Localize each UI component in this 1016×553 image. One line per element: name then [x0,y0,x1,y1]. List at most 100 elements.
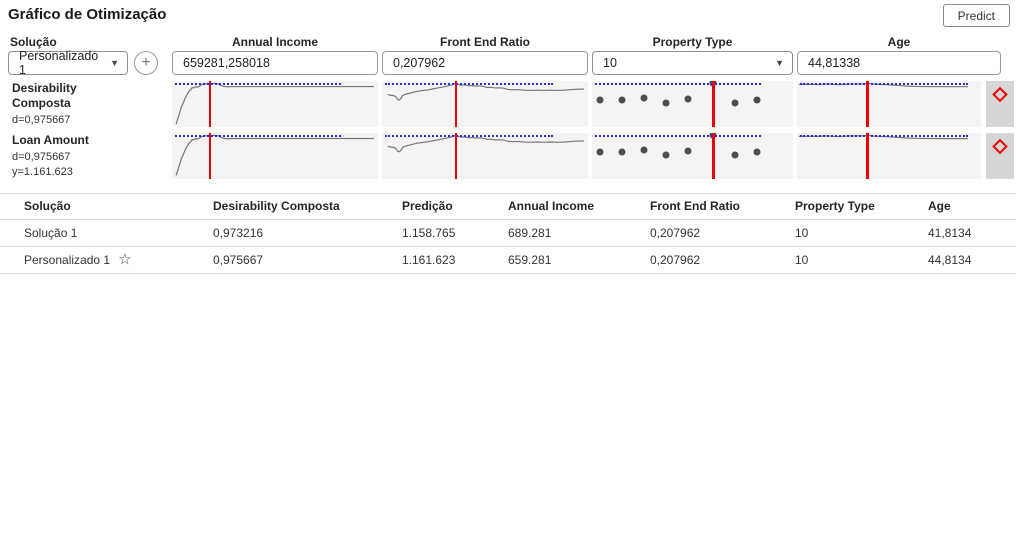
age-label: Age [887,35,911,49]
profile-chart-desirability-age[interactable] [797,81,981,128]
table-cell: 1.158.765 [402,225,456,240]
table-cell: 659.281 [508,252,552,267]
profile-chart-desirability-property-type[interactable] [592,81,793,128]
row-subtitle: y=1.161.623 [12,165,73,178]
annual-income-label: Annual Income [231,35,318,49]
table-cell: 10 [795,225,809,240]
page-title: Gráfico de Otimização [8,6,167,23]
scatter-point [640,94,648,102]
reference-dotted-line [595,83,761,86]
profile-chart-loan-amount-age[interactable] [797,133,981,179]
solution-diamond-marker[interactable] [992,86,1008,103]
row-label-loan-amount: Loan Amount d=0,975667 y=1.161.623 [8,133,168,179]
reference-dotted-line [175,135,341,138]
row-title: Loan Amount [12,133,89,148]
predict-button[interactable]: Predict [942,4,1010,27]
table-column-header: Age [928,199,951,214]
annual-income-input[interactable] [172,51,378,75]
row-title: Desirability Composta [12,81,77,110]
profile-chart-loan-amount-property-type[interactable] [592,133,793,179]
current-value-red-line[interactable] [712,81,715,128]
current-value-red-line[interactable] [208,81,212,128]
profile-curve [797,81,981,127]
table-column-header: Front End Ratio [650,199,740,214]
property-type-select-value: 10 [603,56,617,70]
scatter-point [753,148,761,156]
profile-chart-desirability-annual-income[interactable] [172,81,378,128]
current-value-red-line[interactable] [208,133,212,179]
current-value-red-line[interactable] [454,133,458,179]
scatter-point [684,95,692,103]
scatter-point [684,147,692,155]
table-column-header: Annual Income [508,199,595,214]
front-end-ratio-input[interactable] [382,51,588,75]
chevron-down-icon: ▼ [110,58,119,68]
row-label-desirability: Desirability Composta d=0,975667 [8,81,168,127]
profile-chart-loan-amount-front-end-ratio[interactable] [382,133,588,179]
reference-dotted-line [799,135,969,138]
table-header-row: Solução Desirability Composta Predição Annu… [0,192,1016,220]
row-subtitle: d=0,975667 [12,151,71,164]
age-control: Age [797,34,1014,75]
scatter-point [662,151,670,159]
scatter-point [731,99,739,107]
solution-name-cell: Solução 1 [24,226,213,240]
scatter-point [596,96,604,104]
solution-label: Solução [10,35,57,49]
reference-dotted-line [799,83,969,86]
scatter-point [753,96,761,104]
age-input[interactable] [797,51,1001,75]
profile-chart-desirability-front-end-ratio[interactable] [382,81,588,128]
table-row[interactable]: Solução 1 0,973216 1.158.765 689.281 0,20796… [0,220,1016,247]
solution-name: Personalizado 1 [24,252,111,267]
solution-select-value: Personalizado 1 [19,49,99,77]
table-column-header: Predição [402,199,453,214]
scatter-point [618,96,626,104]
scatter-point [731,151,739,159]
solution-name-cell: Personalizado 1 ☆ [24,252,213,267]
scatter-point [618,148,626,156]
reference-dotted-line [385,135,553,138]
table-cell: 44,8134 [928,252,972,267]
solution-control: Solução Personalizado 1 ▼ + [8,34,168,77]
front-end-ratio-label: Front End Ratio [440,35,530,49]
scatter-point [640,146,648,154]
profile-curve [797,133,981,179]
front-end-ratio-control: Front End Ratio [382,34,588,75]
star-icon[interactable]: ☆ [118,251,132,269]
property-type-control: Property Type 10 ▼ [592,34,793,75]
profile-chart-loan-amount-annual-income[interactable] [172,133,378,179]
current-value-red-line[interactable] [866,133,869,179]
table-cell: 0,975667 [213,252,264,267]
add-solution-button[interactable]: + [134,51,158,75]
current-value-red-line[interactable] [712,133,715,179]
table-column-header: Property Type [795,199,875,214]
solution-slider-track[interactable] [986,133,1014,179]
solutions-table: Solução Desirability Composta Predição Annu… [0,192,1016,274]
table-row[interactable]: Personalizado 1 ☆ 0,975667 1.161.623 659.281… [0,247,1016,274]
table-cell: 1.161.623 [402,252,456,267]
solution-slider-track[interactable] [986,81,1014,128]
reference-dotted-line [595,135,761,138]
profile-curve [382,133,588,179]
property-type-label: Property Type [652,35,733,49]
solution-select[interactable]: Personalizado 1 ▼ [8,49,128,77]
chevron-down-icon: ▼ [775,58,784,68]
solution-name: Solução 1 [24,225,78,240]
reference-dotted-line [385,83,553,86]
table-cell: 10 [795,252,809,267]
row-subtitle: d=0,975667 [12,114,71,126]
table-column-header: Desirability Composta [213,199,340,214]
current-value-red-line[interactable] [866,81,869,128]
controls-row: Solução Personalizado 1 ▼ + Annual Incom… [8,34,1016,77]
scatter-point [662,99,670,107]
current-value-red-line[interactable] [454,81,458,128]
table-cell: 41,8134 [928,225,972,240]
table-cell: 689.281 [508,225,552,240]
solution-diamond-marker[interactable] [992,139,1008,155]
profile-curve [382,81,588,127]
table-cell: 0,207962 [650,225,701,240]
table-column-header: Solução [24,199,71,214]
property-type-select[interactable]: 10 ▼ [592,51,793,75]
